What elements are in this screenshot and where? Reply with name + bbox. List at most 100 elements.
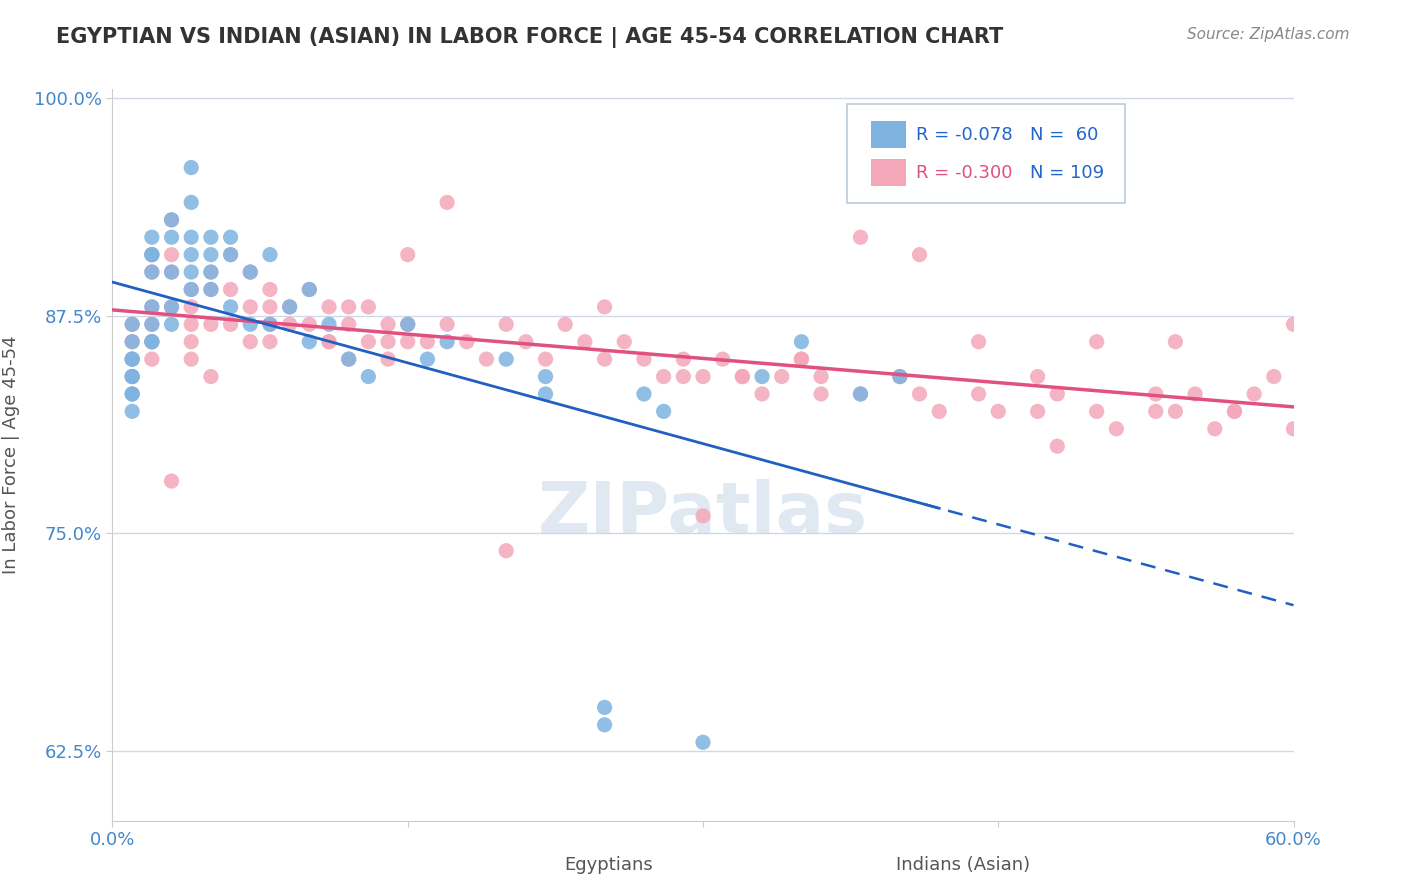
Point (475, 352, 498, 367)
Point (160, 212, 183, 227)
Point (790, 352, 813, 367)
Point (593, 700, 616, 714)
Point (377, 334, 399, 349)
Point (613, 334, 636, 349)
Point (219, 230, 242, 244)
Point (160, 230, 183, 244)
Point (436, 334, 458, 349)
Point (121, 334, 143, 349)
Point (652, 404, 675, 418)
Point (751, 387, 773, 401)
Point (200, 283, 222, 297)
Point (692, 735, 714, 749)
Point (160, 300, 183, 314)
Point (219, 247, 242, 261)
Point (396, 334, 419, 349)
Text: N =  60: N = 60 (1031, 126, 1098, 144)
Point (121, 369, 143, 384)
Point (298, 283, 321, 297)
Point (889, 369, 911, 384)
Point (337, 318, 360, 332)
Text: ZIPatlas: ZIPatlas (538, 479, 868, 548)
Point (259, 318, 281, 332)
Point (967, 334, 990, 349)
Point (711, 352, 734, 367)
Point (672, 369, 695, 384)
Point (1223, 404, 1246, 418)
Point (141, 334, 163, 349)
Point (180, 334, 202, 349)
Point (278, 318, 301, 332)
Text: R = -0.078: R = -0.078 (915, 126, 1012, 144)
Point (593, 352, 616, 367)
Point (121, 334, 143, 349)
Point (1026, 369, 1049, 384)
Point (141, 230, 163, 244)
Point (219, 283, 242, 297)
Point (141, 300, 163, 314)
Point (810, 369, 832, 384)
Point (141, 265, 163, 279)
Point (1223, 404, 1246, 418)
Point (790, 334, 813, 349)
Point (1144, 387, 1167, 401)
Point (298, 283, 321, 297)
Point (200, 318, 222, 332)
Bar (537, 852, 571, 876)
Point (1085, 404, 1108, 418)
Point (160, 265, 183, 279)
Point (239, 265, 262, 279)
Point (298, 334, 321, 349)
Point (180, 230, 202, 244)
Point (219, 247, 242, 261)
Point (495, 543, 517, 558)
Point (1184, 387, 1206, 401)
Point (928, 404, 950, 418)
Point (1046, 387, 1069, 401)
Point (377, 352, 399, 367)
Bar (870, 160, 905, 186)
Point (534, 352, 557, 367)
Point (396, 318, 419, 332)
Point (731, 369, 754, 384)
Point (1046, 439, 1069, 453)
Point (593, 718, 616, 732)
Point (770, 369, 793, 384)
Point (436, 318, 458, 332)
Point (849, 387, 872, 401)
Point (396, 318, 419, 332)
Point (200, 265, 222, 279)
Point (849, 387, 872, 401)
Point (141, 247, 163, 261)
Point (141, 334, 163, 349)
Point (672, 352, 695, 367)
Point (967, 387, 990, 401)
Point (180, 318, 202, 332)
Point (160, 265, 183, 279)
Point (318, 318, 340, 332)
Point (121, 387, 143, 401)
Point (574, 334, 596, 349)
Point (180, 265, 202, 279)
Point (259, 300, 281, 314)
Point (731, 369, 754, 384)
Point (239, 265, 262, 279)
Point (318, 300, 340, 314)
Y-axis label: In Labor Force | Age 45-54: In Labor Force | Age 45-54 (3, 335, 20, 574)
Point (337, 352, 360, 367)
Point (121, 318, 143, 332)
Text: EGYPTIAN VS INDIAN (ASIAN) IN LABOR FORCE | AGE 45-54 CORRELATION CHART: EGYPTIAN VS INDIAN (ASIAN) IN LABOR FORC… (56, 27, 1004, 48)
Point (141, 318, 163, 332)
Point (1204, 422, 1226, 436)
Point (180, 352, 202, 367)
Point (337, 352, 360, 367)
Point (377, 318, 399, 332)
Point (593, 300, 616, 314)
Point (1263, 369, 1285, 384)
Text: Indians (Asian): Indians (Asian) (896, 855, 1029, 873)
Point (278, 300, 301, 314)
Point (239, 318, 262, 332)
Point (160, 212, 183, 227)
Point (456, 334, 478, 349)
Point (180, 195, 202, 210)
